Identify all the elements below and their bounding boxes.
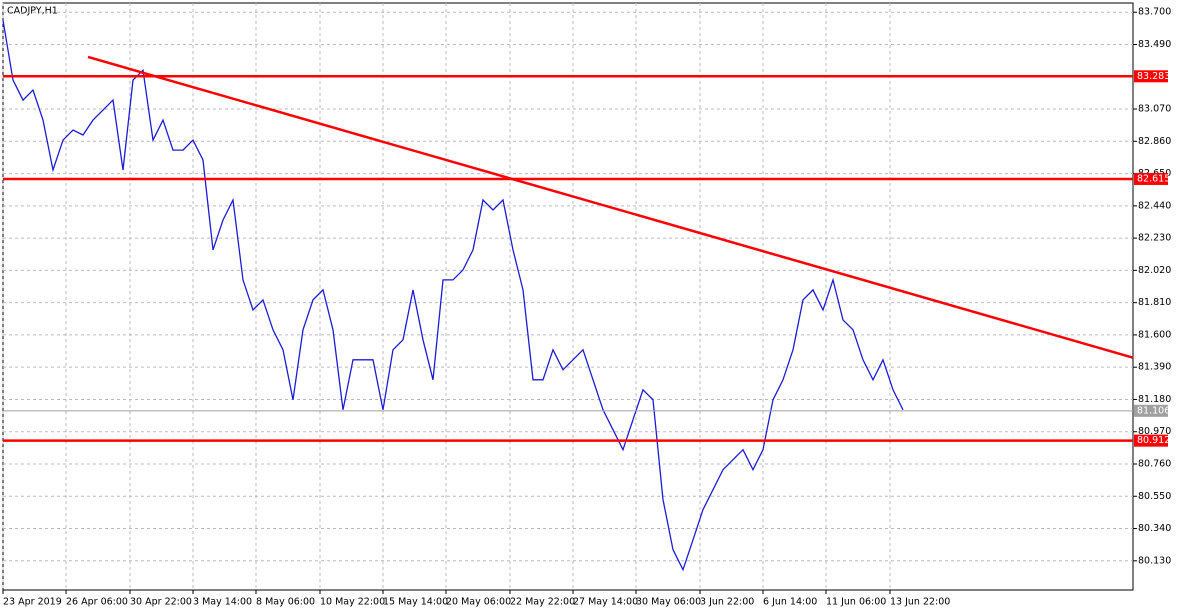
current-price-label: 81.106 [1137, 405, 1170, 416]
x-tick-label: 20 May 06:00 [446, 597, 511, 608]
x-tick-label: 23 Apr 2019 [3, 597, 62, 608]
y-tick-label: 81.810 [1138, 297, 1171, 308]
x-tick-label: 27 May 14:00 [573, 597, 638, 608]
y-tick-label: 82.860 [1138, 136, 1171, 147]
x-tick-label: 8 May 06:00 [256, 597, 315, 608]
x-tick-label: 30 May 06:00 [636, 597, 701, 608]
y-tick-label: 81.600 [1138, 329, 1171, 340]
y-tick-label: 83.070 [1138, 104, 1171, 115]
chart-title: CADJPY,H1 [7, 6, 58, 17]
y-tick-label: 83.490 [1138, 39, 1171, 50]
y-tick-label: 80.970 [1138, 426, 1171, 437]
y-tick-label: 80.130 [1138, 555, 1171, 566]
x-tick-label: 10 May 22:00 [320, 597, 385, 608]
y-tick-label: 80.340 [1138, 523, 1171, 534]
trendline [87, 55, 1134, 359]
x-tick-label: 30 Apr 22:00 [130, 597, 192, 608]
level-box [1134, 172, 1168, 185]
y-tick-label: 82.440 [1138, 200, 1171, 211]
level-box [1134, 434, 1168, 447]
y-tick-label: 82.020 [1138, 265, 1171, 276]
level-label: 83.283 [1137, 71, 1170, 82]
x-tick-label: 13 Jun 22:00 [890, 597, 950, 608]
level-label: 82.615 [1137, 173, 1170, 184]
level-label: 80.912 [1137, 435, 1170, 446]
x-tick-label: 26 Apr 06:00 [66, 597, 128, 608]
plot-frame [2, 2, 1134, 591]
y-tick-label: 81.390 [1138, 362, 1171, 373]
current-price-box [1134, 404, 1168, 417]
y-tick-label: 82.230 [1138, 233, 1171, 244]
x-tick-label: 15 May 14:00 [383, 597, 448, 608]
x-tick-label: 6 Jun 14:00 [763, 597, 817, 608]
y-tick-label: 80.550 [1138, 491, 1171, 502]
x-tick-label: 3 May 14:00 [193, 597, 252, 608]
x-tick-label: 11 Jun 06:00 [826, 597, 886, 608]
x-tick-label: 3 Jun 22:00 [700, 597, 754, 608]
y-tick-label: 80.760 [1138, 458, 1171, 469]
price-line [2, 20, 904, 572]
y-tick-label: 81.180 [1138, 394, 1171, 405]
y-tick-label: 83.700 [1138, 7, 1171, 18]
x-tick-label: 22 May 22:00 [510, 597, 575, 608]
level-box [1134, 70, 1168, 83]
